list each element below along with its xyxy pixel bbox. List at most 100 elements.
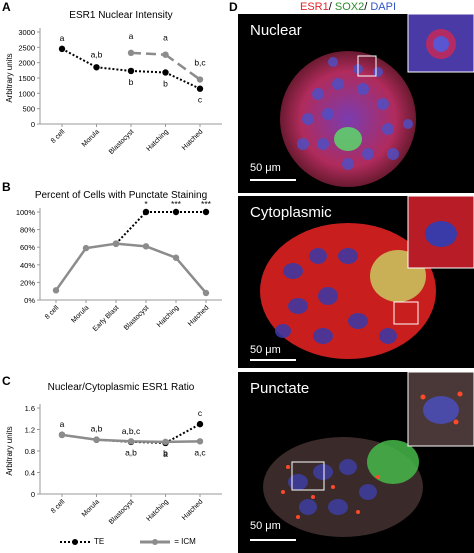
annotation-label: a,b,c [122,426,141,436]
annotation-label: c [198,95,203,105]
micrograph-punctate-image [263,372,474,537]
icm-line-segment [54,247,88,292]
scale-bar-punctate [250,539,296,541]
chart-title: Nuclear/Cytoplasmic ESR1 Ratio [48,382,195,393]
annotation-label: b [163,78,168,88]
y-tick-label: 0.4 [25,469,35,478]
x-tick-label: Morula [81,498,101,518]
panel-letter-d: D [229,0,238,14]
icm-data-point [127,49,135,57]
legend-icm-label: = ICM [174,537,196,546]
chart-title: ESR1 Nuclear Intensity [69,10,172,21]
annotation-label: a [60,33,65,43]
annotation-label: * [144,199,148,209]
x-tick-label: Morula [70,304,90,324]
annotation-label: b [129,77,134,87]
y-tick-label: 1.6 [25,404,35,413]
te-data-point [196,420,204,428]
te-data-point [172,208,180,216]
annotation-label: a [60,419,65,429]
chart-esr1-nuclear-intensity: ESR1 Nuclear Intensity 0 500 1000 1500 2000 25… [5,10,222,156]
icm-line-segment [85,242,117,250]
y-tick-label: 3000 [18,28,35,37]
legend-sep2: / [364,1,368,13]
scale-bar-nuclear [250,179,296,181]
legend-sox2: SOX2 [334,1,365,13]
te-line-segment [115,211,147,245]
te-line-segment [61,47,97,69]
te-data-point [93,64,100,71]
y-tick-label: 20% [20,278,35,287]
x-tick-label: Early Blast [92,304,121,333]
icm-line-segment [130,51,166,56]
icm-data-point [127,438,135,445]
icm-line-segment [175,256,207,294]
te-data-point [127,67,135,75]
micrograph-label-punctate: Punctate [250,380,310,397]
panel-letter-a: A [2,0,11,14]
icm-data-point [82,244,90,252]
annotation-label: a,b [91,49,103,59]
te-line-segment [165,423,201,444]
y-tick-label: 0% [24,296,35,305]
y-tick-label: 2500 [18,43,35,52]
micrograph-punctate: Punctate 50 μm [238,372,474,553]
legend-sep1: / [328,1,332,13]
x-tick-label: Hatching [145,498,170,523]
icm-legend-swatch [140,538,171,545]
y-tick-label: 500 [22,105,35,114]
icm-data-point [162,51,169,58]
y-tick-label: 0 [31,490,35,499]
x-tick-label: 8 cell [50,128,67,145]
icm-line-segment [115,242,147,248]
x-tick-label: Blastocyst [108,498,136,526]
chart-punctate-staining: Percent of Cells with Punctate Staining 0… [16,190,222,333]
micrograph-cytoplasmic: Cytoplasmic 50 μm [238,196,474,368]
scale-text-cytoplasmic: 50 μm [250,344,281,356]
scale-text-punctate: 50 μm [250,520,281,532]
legend-dapi: DAPI [370,1,397,13]
x-tick-label: Blastocyst [123,304,151,332]
chart-nuclear-cytoplasmic-ratio: Nuclear/Cytoplasmic ESR1 Ratio 0 0.4 0.8 1.2… [5,382,222,526]
x-tick-label: Blastocyst [108,128,136,156]
te-data-point [202,208,210,216]
icm-line-segment [96,438,132,443]
annotation-label: a [163,33,168,43]
annotation-label: a,b [125,447,137,457]
y-tick-label: 1500 [18,74,35,83]
te-legend-swatch [60,538,90,545]
te-data-point [196,85,204,92]
legend-esr1: ESR1 [300,1,329,13]
y-tick-label: 40% [20,261,35,270]
icm-line-segment [165,440,201,444]
micrograph-cytoplasmic-image [260,196,474,359]
annotation-label: b [163,448,168,458]
te-line-segment [130,69,166,74]
x-tick-label: Morula [81,128,101,148]
series-legend: TE = ICM [60,537,196,546]
icm-data-point [58,431,66,439]
scale-bar-cytoplasmic [250,359,296,361]
y-tick-label: 60% [20,243,35,252]
icm-line-segment [61,433,97,441]
icm-data-point [196,438,204,445]
annotation-label: b,c [194,58,206,68]
annotation-label: *** [171,199,182,209]
legend-te-label: TE [94,537,105,546]
icm-data-point [93,436,100,443]
micrograph-label-cytoplasmic: Cytoplasmic [250,204,332,221]
annotation-label: *** [201,199,212,209]
x-tick-label: 8 cell [44,304,61,321]
x-tick-label: Hatching [145,128,170,153]
icm-line-segment [164,53,201,81]
icm-data-point [142,243,150,250]
y-tick-label: 0 [31,120,35,129]
icm-data-point [162,438,169,446]
y-tick-label: 1000 [18,89,35,98]
te-line-segment [96,66,132,72]
y-tick-label: 0.8 [25,447,35,456]
y-axis-label: Arbitrary units [5,53,14,102]
icm-data-point [112,240,120,247]
icm-data-point [196,76,204,83]
panel-letter-b: B [2,180,11,194]
